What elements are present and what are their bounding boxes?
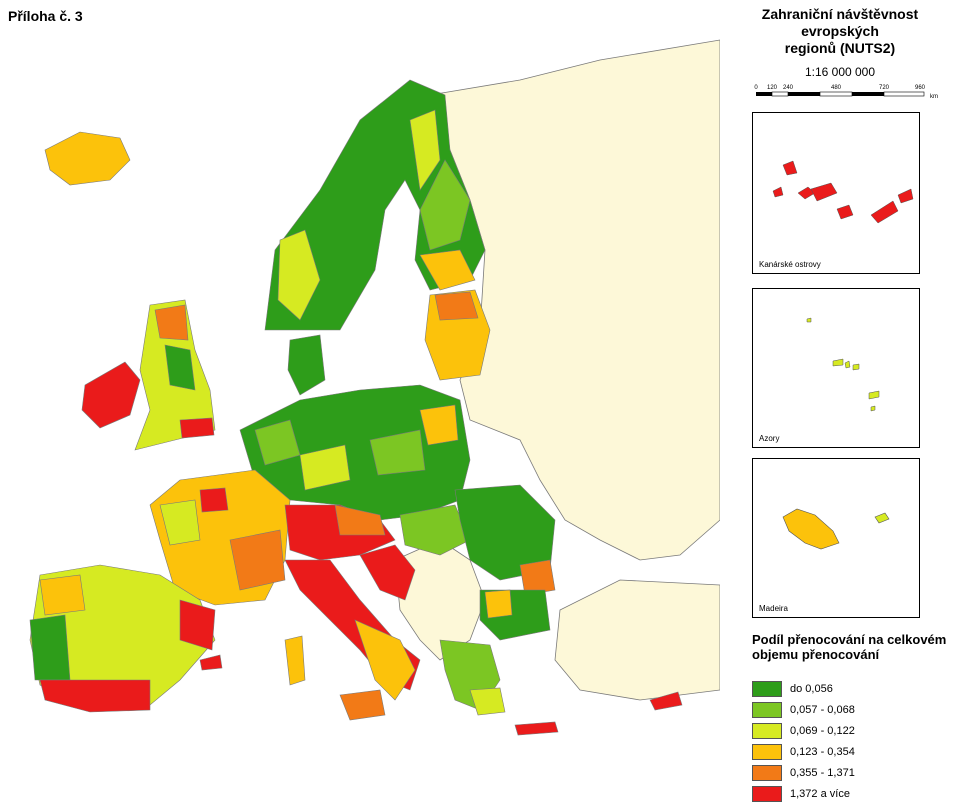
- scale-unit: km: [930, 94, 938, 100]
- map-title-line2: regionů (NUTS2): [784, 40, 896, 56]
- legend-item: do 0,056: [752, 678, 958, 699]
- sardinia: [284, 635, 306, 686]
- scale-tick-0: 0: [754, 85, 758, 91]
- legend-swatch: [752, 743, 782, 760]
- legend-item: 0,123 - 0,354: [752, 741, 958, 762]
- legend-title-line2: objemu přenocování: [752, 647, 880, 662]
- legend-label: 0,069 - 0,122: [790, 724, 855, 737]
- legend-item: 0,069 - 0,122: [752, 720, 958, 741]
- legend-item: 0,355 - 1,371: [752, 762, 958, 783]
- scale-tick-3: 480: [831, 85, 842, 91]
- legend-label: 0,355 - 1,371: [790, 766, 855, 779]
- inset-label-azores: Azory: [759, 434, 780, 443]
- scale-tick-2: 240: [783, 85, 794, 91]
- map-title-block: Zahraniční návštěvnost evropských region…: [724, 6, 956, 79]
- legend-swatch: [752, 701, 782, 718]
- croatia: [359, 544, 416, 601]
- legend-swatch: [752, 785, 782, 802]
- inset-label-canary: Kanárské ostrovy: [759, 260, 821, 269]
- annex-label: Příloha č. 3: [8, 8, 83, 24]
- balearic-islands: [199, 654, 223, 671]
- iceland: [44, 131, 131, 186]
- legend-swatch: [752, 764, 782, 781]
- legend-label: 0,057 - 0,068: [790, 703, 855, 716]
- legend-swatch: [752, 680, 782, 697]
- ireland: [81, 361, 141, 429]
- map-legend: Podíl přenocování na celkovém objemu pře…: [752, 632, 958, 804]
- cyprus: [649, 691, 683, 711]
- non-eu-turkey: [554, 579, 720, 701]
- legend-item: 1,372 a více: [752, 783, 958, 804]
- legend-title-line1: Podíl přenocování na celkovém: [752, 632, 947, 647]
- map-scale: 1:16 000 000: [804, 65, 876, 79]
- legend-label: 0,123 - 0,354: [790, 745, 855, 758]
- azores-map: [806, 317, 880, 412]
- map-title-line1: Zahraniční návštěvnost evropských: [761, 6, 919, 39]
- inset-canary-islands: Kanárské ostrovy: [752, 112, 920, 274]
- europe-map: [29, 39, 720, 736]
- scale-tick-5: 960: [915, 85, 926, 91]
- inset-madeira: Madeira: [752, 458, 920, 618]
- madeira-map: [782, 508, 890, 550]
- scale-tick-1: 120: [767, 85, 778, 91]
- scale-tick-4: 720: [879, 85, 890, 91]
- legend-rows: do 0,056 0,057 - 0,068 0,069 - 0,122 0,1…: [752, 678, 958, 804]
- legend-label: 1,372 a více: [790, 787, 850, 800]
- canary-islands-map: [772, 160, 914, 224]
- hungary: [399, 504, 471, 556]
- crete: [514, 721, 559, 736]
- scale-bar: 0 120 240 480 720 960 km: [754, 85, 938, 100]
- inset-label-madeira: Madeira: [759, 604, 788, 613]
- sicily: [339, 689, 386, 721]
- inset-azores: Azory: [752, 288, 920, 448]
- legend-item: 0,057 - 0,068: [752, 699, 958, 720]
- denmark: [287, 334, 326, 396]
- legend-label: do 0,056: [790, 682, 833, 695]
- legend-swatch: [752, 722, 782, 739]
